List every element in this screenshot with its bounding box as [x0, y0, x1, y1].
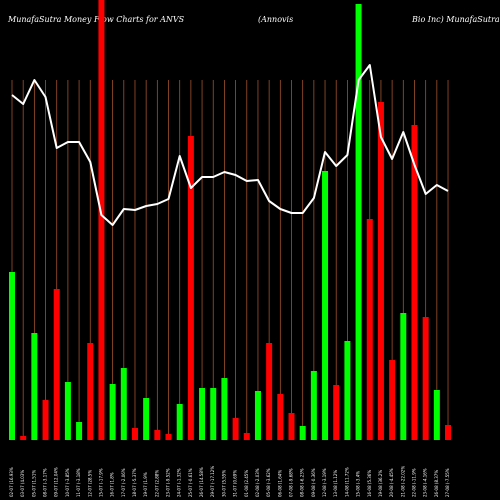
money-flow-bar [210, 388, 217, 440]
x-tick-label: 29-07 (-17.12% [210, 466, 215, 497]
x-tick-label: 02-07 (16.93% [9, 467, 14, 497]
money-flow-bar [400, 313, 407, 440]
money-flow-bar [165, 434, 172, 440]
x-tick-label: 05-07 (1.51% [31, 470, 36, 497]
money-flow-bar [377, 102, 384, 440]
x-tick-label: 25-07 (-0.61% [188, 468, 193, 497]
x-tick-label: 30-07 (5.55% [221, 470, 226, 497]
money-flow-bar [243, 433, 250, 440]
money-flow-bars [9, 0, 452, 440]
money-flow-bar [120, 368, 127, 440]
x-tick-label: 26-07 (14.58% [199, 467, 204, 497]
money-flow-bar [53, 289, 60, 440]
money-flow-bar [344, 341, 351, 440]
money-flow-bar [20, 436, 27, 440]
money-flow-bar [42, 400, 49, 440]
x-tick-label: 03-07 (4.03% [20, 470, 25, 497]
x-axis-tick-labels: 02-07 (16.93% 03-07 (4.03% 05-07 (1.51% 08-… [9, 466, 450, 497]
money-flow-bar [98, 0, 105, 440]
money-flow-bar [154, 430, 161, 440]
x-tick-label: 23-07 (-9.52% [166, 468, 171, 497]
money-flow-bar [288, 413, 295, 440]
x-tick-label: 09-08 (-0.36% [311, 468, 316, 497]
x-tick-label: 01-08 (2.45% [244, 470, 249, 497]
x-tick-label: 17-07 (-2.06% [121, 468, 126, 497]
money-flow-bar [389, 360, 396, 440]
x-tick-label: 23-08 (-4.16% [423, 468, 428, 497]
x-tick-label: 14-08 (11.72% [344, 467, 349, 497]
money-flow-bar [254, 391, 261, 440]
money-flow-bar [411, 125, 418, 440]
x-tick-label: 19-08 (36.2% [378, 470, 383, 497]
x-tick-label: 10-07 (-3.85% [65, 468, 70, 497]
money-flow-bar [299, 426, 306, 440]
x-tick-label: 24-07 (-1.32% [177, 468, 182, 497]
money-flow-bar [221, 378, 228, 440]
x-tick-label: 06-08 (1.64% [277, 470, 282, 497]
x-tick-label: 19-07 (1.9% [143, 472, 148, 497]
x-tick-label: 12-08 (-3.19% [322, 468, 327, 497]
money-flow-bar [87, 343, 94, 440]
money-flow-bar [355, 4, 362, 440]
money-flow-bar [445, 425, 452, 440]
x-tick-label: 16-08 (5.36% [367, 470, 372, 497]
x-tick-label: 05-08 (-3.62% [266, 468, 271, 497]
x-tick-label: 08-07 (-3.17% [43, 468, 48, 497]
money-flow-bar [187, 136, 194, 440]
x-tick-label: 12-07 (28.5% [87, 470, 92, 497]
money-flow-bar [232, 418, 239, 440]
x-tick-label: 11-07 (-3.18% [76, 468, 81, 497]
money-flow-bar [277, 394, 284, 440]
money-flow-bar [366, 219, 373, 440]
x-tick-label: 27-08 (-7.55% [445, 468, 450, 497]
x-tick-label: 18-07 (-5.37% [132, 468, 137, 497]
x-tick-label: 22-08 (-11.9% [411, 468, 416, 497]
money-flow-bar [199, 388, 206, 440]
money-flow-bar [9, 272, 15, 440]
money-flow-bar [310, 371, 317, 440]
money-flow-bar [433, 390, 440, 440]
money-flow-bar [131, 428, 138, 440]
x-tick-label: 15-07 (-17.9% [98, 468, 103, 497]
money-flow-bar [31, 333, 38, 440]
x-tick-label: 20-08 (-4.45% [389, 468, 394, 497]
x-tick-label: 31-07 (0.69% [233, 470, 238, 497]
x-tick-label: 13-08 (1.12% [333, 470, 338, 497]
chart-title-right: Bio Inc) MunafaSutra.com [411, 15, 500, 24]
x-tick-label: 16-07 (1.8% [110, 472, 115, 497]
x-tick-label: 22-07 (2.88% [154, 470, 159, 497]
x-tick-label: 15-08 (-3.4% [356, 471, 361, 497]
money-flow-bar [333, 385, 340, 440]
chart-title-left: MunafaSutra Money Flow Charts for ANVS [7, 15, 185, 24]
x-tick-label: 07-08 (-9.68% [289, 468, 294, 497]
x-tick-label: 09-07 (12.04% [54, 467, 59, 497]
x-tick-label: 26-08 (8.37% [434, 470, 439, 497]
price-trend-line [11, 64, 449, 226]
chart-title-middle: (Annovis [258, 15, 293, 24]
x-tick-label: 08-08 (-6.23% [300, 468, 305, 497]
money-flow-bar [322, 171, 329, 440]
x-tick-label: 21-08 (-22.02% [400, 466, 405, 497]
money-flow-bar [176, 404, 183, 440]
money-flow-bar [266, 343, 273, 440]
x-tick-label: 02-08 (-2.03% [255, 468, 260, 497]
money-flow-bar [422, 317, 429, 440]
money-flow-bar [76, 422, 83, 440]
money-flow-bar [64, 382, 71, 440]
money-flow-bar [109, 384, 116, 440]
money-flow-bar [143, 398, 150, 440]
